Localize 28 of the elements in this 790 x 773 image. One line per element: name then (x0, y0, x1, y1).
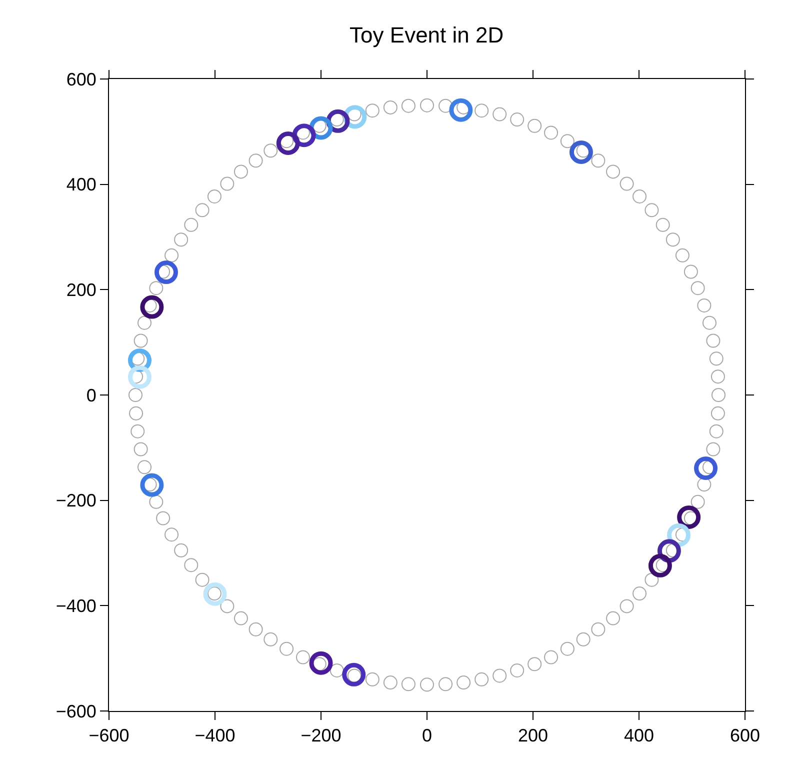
y-tick-label: −200 (56, 490, 96, 511)
x-tick-label: −400 (194, 726, 236, 746)
point (569, 140, 593, 164)
x-tick-label: 600 (730, 726, 760, 746)
y-tick-label: 0 (86, 385, 96, 406)
y-tick-label: 600 (66, 69, 96, 90)
chart-title: Toy Event in 2D (350, 22, 504, 48)
x-tick-label: −600 (88, 726, 130, 746)
point (154, 260, 178, 284)
point (140, 295, 164, 319)
point (694, 456, 718, 480)
y-tick-label: 400 (66, 174, 96, 195)
y-tick-label: −400 (56, 596, 96, 616)
point (342, 662, 366, 686)
point (203, 582, 227, 606)
point (128, 365, 152, 389)
x-tick-label: −200 (300, 726, 342, 746)
point (677, 505, 701, 529)
y-tick-label: 200 (66, 280, 96, 300)
point (276, 132, 300, 155)
x-tick-label: 200 (518, 726, 548, 746)
point (648, 554, 672, 578)
point (449, 98, 473, 122)
point (309, 651, 333, 675)
x-tick-label: 400 (624, 726, 654, 746)
y-tick-label: −600 (56, 701, 96, 722)
x-tick-label: 0 (422, 726, 432, 746)
point (140, 473, 164, 497)
